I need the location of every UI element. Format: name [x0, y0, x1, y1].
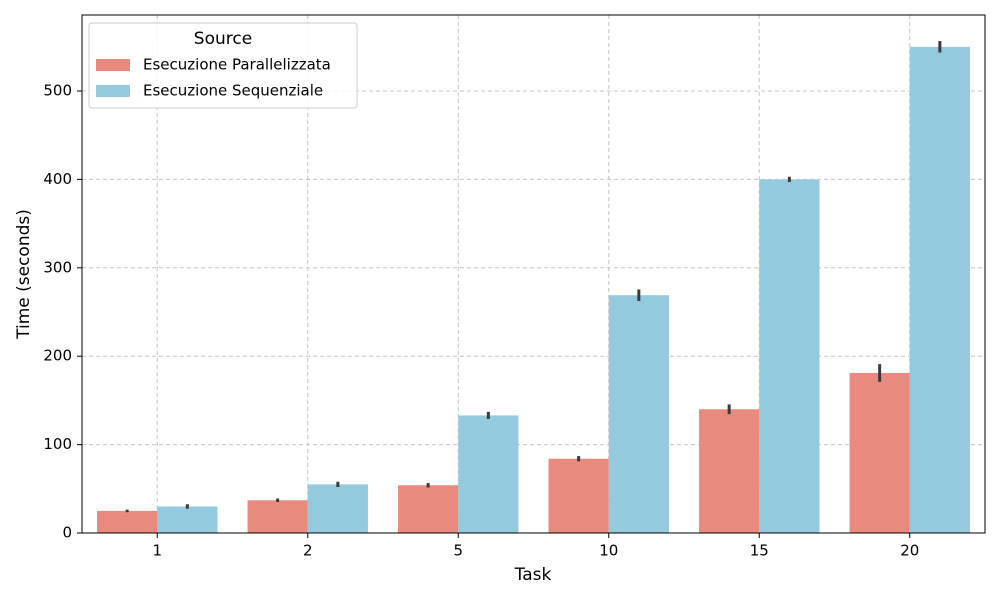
y-tick-label: 400 [43, 170, 72, 188]
y-tick-label: 300 [43, 258, 72, 276]
legend-box [88, 22, 358, 109]
x-tick-label: 20 [900, 542, 919, 560]
bar [307, 484, 368, 533]
x-tick-label: 5 [453, 542, 463, 560]
bar [759, 179, 820, 533]
x-tick-label: 1 [152, 542, 162, 560]
legend-title: Source [194, 29, 252, 49]
x-tick-label: 2 [303, 542, 313, 560]
x-tick-label: 10 [599, 542, 618, 560]
legend-swatch [96, 85, 130, 97]
bar [97, 510, 158, 533]
y-tick-label: 100 [43, 435, 72, 453]
bar [849, 373, 910, 533]
x-axis-label: Task [514, 565, 552, 585]
bar [458, 415, 519, 533]
bar [157, 506, 218, 533]
legend: Source Esecuzione Parallelizzata Esecuzio… [88, 22, 358, 109]
y-tick-label: 0 [62, 524, 72, 542]
bar [247, 500, 308, 533]
bar [608, 295, 669, 533]
legend-label: Esecuzione Sequenziale [143, 82, 323, 100]
bar [398, 485, 459, 533]
y-tick-label: 200 [43, 347, 72, 365]
x-tick-label: 15 [750, 542, 769, 560]
bar [548, 458, 609, 533]
plot-frame [81, 14, 986, 534]
y-axis-label: Time (seconds) [14, 209, 34, 340]
legend-swatch [96, 59, 130, 71]
marks [97, 41, 970, 534]
bar [909, 46, 970, 534]
bar [699, 409, 760, 533]
legend-label: Esecuzione Parallelizzata [143, 56, 331, 74]
y-tick-label: 500 [43, 82, 72, 100]
